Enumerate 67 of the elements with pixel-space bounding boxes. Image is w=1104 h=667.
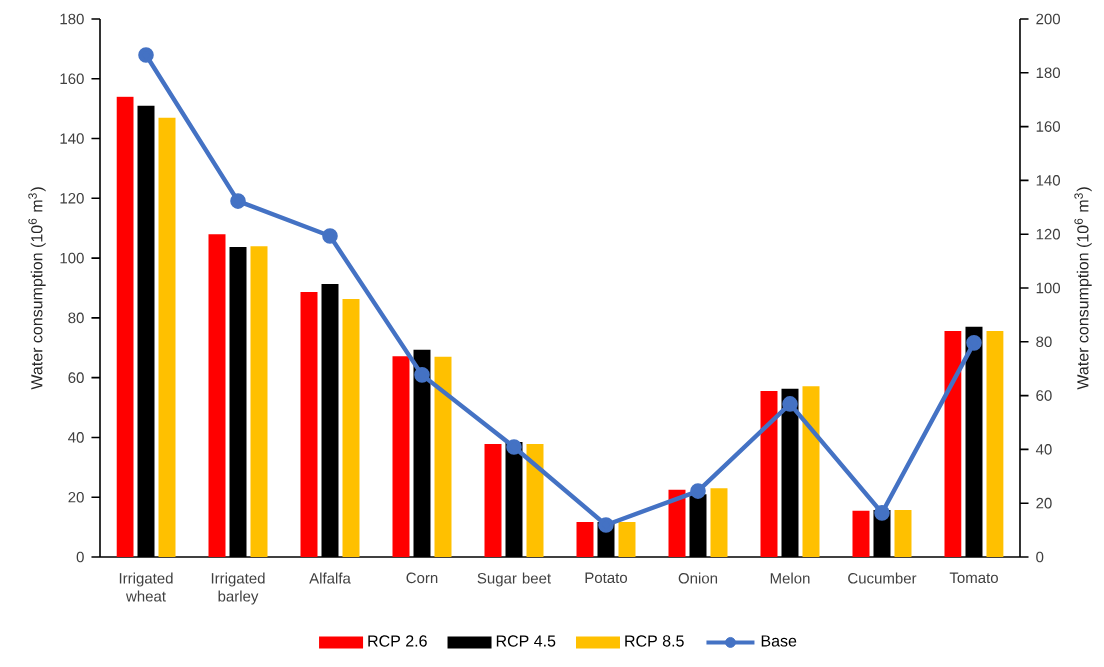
y-tick-label: 80	[68, 312, 84, 324]
y-tick-label: 0	[76, 551, 84, 563]
bar	[618, 522, 636, 557]
bar	[668, 489, 686, 557]
x-tick-label: Alfalfa	[309, 572, 351, 584]
bar	[894, 510, 912, 557]
x-tick-label: Potato	[585, 572, 628, 584]
bar	[300, 291, 318, 557]
y2-tick-label: 60	[1036, 390, 1052, 401]
legend-label: Base	[761, 635, 797, 647]
x-tick-label: Irrigated barley	[211, 572, 265, 605]
bar	[852, 510, 870, 557]
y-tick-label: 20	[68, 491, 84, 503]
y2-tick-label: 20	[1036, 497, 1052, 509]
x-tick-label: Cucumber	[848, 572, 917, 584]
x-tick-label: Onion	[678, 572, 718, 584]
x-tick-label: Corn	[406, 572, 438, 584]
y2-tick-label: 100	[1036, 282, 1061, 294]
y-axis-title: Water consumption (10$^{6}$ m$^{3}$)	[28, 187, 46, 390]
legend-label: RCP 4.5	[496, 635, 556, 647]
bar	[944, 331, 962, 557]
y-tick-label: 120	[60, 193, 84, 204]
y2-tick-label: 0	[1036, 551, 1044, 563]
bar	[526, 444, 544, 557]
bar	[484, 444, 502, 557]
y-tick-label: 60	[68, 372, 84, 383]
bar	[208, 234, 226, 557]
y-tick-label: 180	[60, 13, 84, 25]
bar	[760, 391, 778, 557]
legend-label: RCP 8.5	[625, 635, 684, 647]
bar	[710, 488, 728, 557]
y2-tick-label: 140	[1036, 175, 1061, 186]
y2-tick-label: 160	[1036, 121, 1061, 132]
point	[414, 367, 430, 383]
point	[598, 517, 614, 533]
y2-tick-label: 120	[1036, 228, 1061, 240]
point	[966, 335, 982, 351]
y-tick-label: 40	[68, 432, 84, 443]
point	[690, 483, 706, 499]
x-tick-label: Sugar beet	[477, 572, 551, 587]
point	[782, 396, 798, 412]
y-tick-label: 100	[60, 252, 84, 264]
bar	[158, 117, 176, 557]
point	[874, 505, 890, 521]
y2-tick-label: 180	[1036, 67, 1061, 79]
bar	[392, 356, 410, 557]
y2-tick-label: 80	[1036, 336, 1052, 348]
point	[322, 228, 338, 244]
y-tick-label: 140	[60, 133, 84, 144]
point	[230, 193, 246, 209]
bar	[802, 386, 820, 557]
y2-tick-label: 200	[1036, 13, 1061, 25]
point	[506, 439, 522, 455]
y2-axis-title: Water consumption (10$^{6}$ m$^{3}$)	[1074, 187, 1092, 390]
bar	[986, 331, 1004, 557]
x-tick-label: Melon	[770, 572, 810, 584]
x-tick-label: Tomato	[949, 572, 998, 584]
bar	[576, 522, 594, 557]
y2-tick-label: 40	[1035, 444, 1052, 455]
x-tick-label: Irrigated wheat	[119, 572, 173, 602]
point	[138, 47, 154, 63]
bar	[434, 356, 452, 557]
bar	[116, 96, 134, 557]
bar	[250, 246, 268, 557]
bar	[342, 299, 360, 557]
y-tick-label: 160	[60, 73, 84, 85]
legend-label: RCP 2.6	[368, 635, 427, 647]
